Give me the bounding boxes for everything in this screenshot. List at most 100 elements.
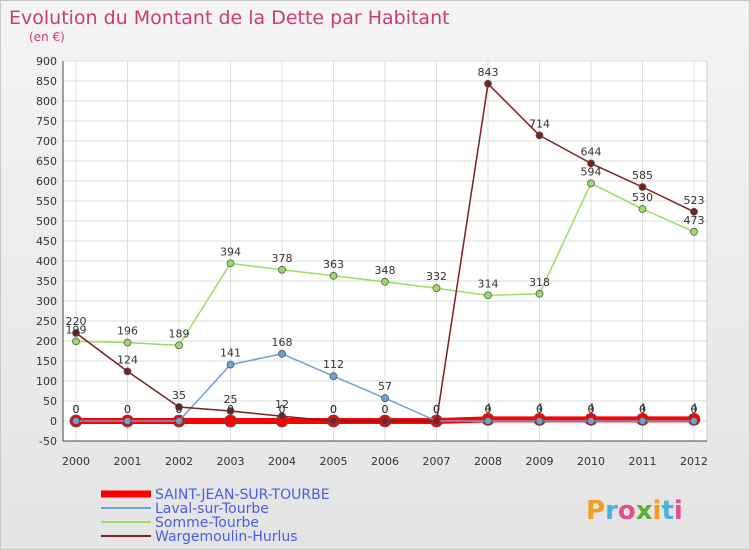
y-tick-label: 900	[36, 55, 57, 68]
data-label: 314	[478, 277, 499, 290]
data-label: 473	[684, 214, 705, 227]
axes: -500501001502002503003504004505005506006…	[36, 55, 708, 468]
data-point	[484, 291, 492, 300]
data-label: 4	[588, 401, 595, 414]
data-label: 0	[382, 403, 389, 416]
proxiti-logo-text: Proxiti	[586, 496, 683, 526]
data-label: 112	[323, 358, 344, 371]
data-point	[535, 289, 544, 298]
data-label: 523	[684, 194, 705, 207]
y-tick-label: 700	[36, 135, 57, 148]
x-tick-label: 2007	[423, 455, 451, 468]
data-point	[278, 265, 286, 274]
logo-letter: r	[605, 496, 618, 526]
chart-subtitle: (en €)	[29, 30, 65, 44]
data-point	[432, 284, 441, 293]
data-point	[535, 417, 544, 425]
data-label: 4	[639, 401, 646, 414]
data-label: 25	[224, 393, 238, 406]
data-label: 199	[66, 323, 87, 336]
data-point	[175, 417, 183, 425]
data-label: 4	[691, 401, 698, 414]
data-point	[278, 412, 286, 421]
legend: SAINT-JEAN-SUR-TOURBELaval-sur-TourbeSom…	[101, 487, 330, 545]
y-tick-label: 0	[50, 415, 57, 428]
y-tick-label: 600	[36, 175, 57, 188]
data-label: 843	[478, 66, 499, 79]
y-tick-label: 400	[36, 255, 57, 268]
data-label: 644	[581, 145, 602, 158]
data-label: 57	[378, 380, 392, 393]
data-label: 220	[66, 315, 87, 328]
data-label: 0	[588, 403, 595, 416]
data-point	[381, 394, 389, 403]
logo-letter: t	[661, 496, 673, 526]
data-point	[72, 337, 80, 346]
data-label: 0	[227, 403, 234, 416]
y-tick-label: 800	[36, 95, 57, 108]
data-point	[123, 338, 132, 347]
y-tick-label: -50	[39, 435, 57, 448]
data-label: 318	[529, 276, 550, 289]
data-point	[690, 207, 698, 216]
x-tick-label: 2006	[371, 455, 399, 468]
data-point	[638, 183, 647, 191]
data-label: 0	[639, 403, 646, 416]
data-point	[224, 414, 237, 428]
logo-letter: o	[618, 496, 636, 526]
data-label: 141	[220, 347, 241, 360]
y-tick-label: 100	[36, 375, 57, 388]
data-label: 594	[581, 165, 602, 178]
data-label: 0	[433, 403, 440, 416]
data-label: 0	[382, 403, 389, 416]
series-lines	[69, 79, 701, 428]
data-point	[226, 407, 235, 415]
y-tick-label: 250	[36, 315, 57, 328]
data-point	[587, 159, 595, 168]
data-label: 0	[73, 403, 80, 416]
x-tick-label: 2003	[217, 455, 245, 468]
x-tick-label: 2011	[629, 455, 657, 468]
data-label: 0	[176, 403, 183, 416]
data-point	[484, 417, 492, 425]
data-label: 0	[279, 403, 286, 416]
data-point	[123, 367, 132, 376]
data-label: 0	[330, 403, 337, 416]
legend-label: Laval-sur-Tourbe	[155, 501, 269, 517]
chart-title: Evolution du Montant de la Dette par Hab…	[9, 7, 450, 29]
data-point	[175, 341, 183, 350]
data-label: 196	[117, 325, 138, 338]
data-label: 378	[272, 252, 293, 265]
x-tick-label: 2001	[114, 455, 142, 468]
data-point	[278, 349, 286, 358]
legend-label: Wargemoulin-Hurlus	[155, 529, 298, 545]
data-point	[381, 277, 389, 286]
data-label: 530	[632, 191, 653, 204]
data-label: 0	[485, 403, 492, 416]
x-tick-label: 2005	[320, 455, 348, 468]
data-point	[329, 417, 338, 425]
data-point	[72, 329, 80, 337]
data-label: 585	[632, 169, 653, 182]
data-label: 4	[536, 401, 543, 414]
data-point	[690, 227, 698, 236]
grid	[62, 60, 708, 442]
data-label: 714	[529, 117, 550, 130]
data-point	[381, 417, 389, 425]
data-label: 0	[433, 403, 440, 416]
data-point	[175, 403, 183, 411]
y-tick-label: 750	[36, 115, 57, 128]
proxiti-logo: Proxiti	[586, 496, 683, 526]
x-tick-label: 2009	[526, 455, 554, 468]
data-label: 168	[272, 336, 293, 349]
data-label: 0	[124, 403, 131, 416]
y-tick-label: 500	[36, 215, 57, 228]
x-tick-label: 2012	[680, 455, 708, 468]
data-point	[587, 417, 595, 425]
data-point	[484, 79, 492, 88]
data-label: 12	[275, 398, 289, 411]
data-point	[535, 131, 544, 140]
data-point	[638, 417, 647, 425]
